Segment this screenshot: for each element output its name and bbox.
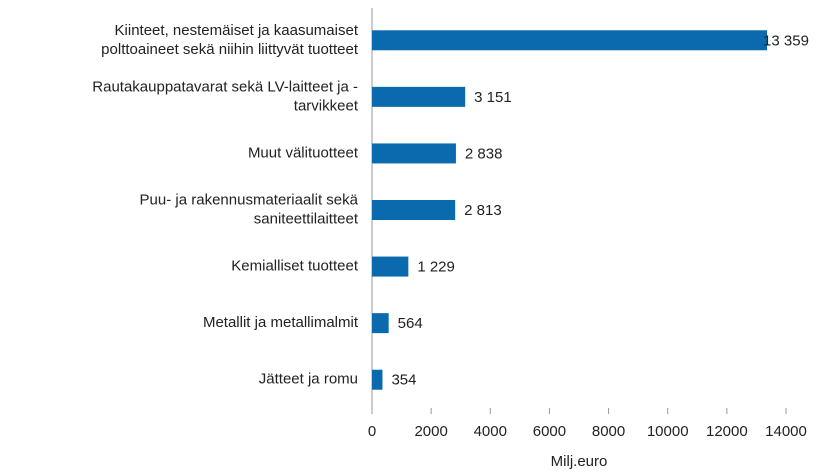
x-tick-label: 0	[368, 423, 376, 440]
y-tick-label: Muut välituotteet	[248, 144, 359, 161]
y-tick-label: Metallit ja metallimalmit	[203, 314, 359, 331]
x-axis-label: Milj.euro	[551, 453, 608, 470]
value-label: 354	[391, 372, 416, 389]
value-label: 564	[398, 315, 423, 332]
bar	[372, 313, 389, 334]
x-tick-label: 4000	[474, 423, 507, 440]
value-label: 2 838	[465, 145, 503, 162]
y-tick-label: Kiinteet, nestemäiset ja kaasumaiset polt…	[101, 22, 359, 58]
bar	[372, 143, 456, 164]
bar	[372, 30, 768, 51]
y-tick-label: Kemialliset tuotteet	[231, 258, 359, 275]
x-tick-label: 6000	[533, 423, 566, 440]
value-label: 2 813	[464, 202, 502, 219]
value-label: 13 359	[763, 32, 809, 49]
x-tick-label: 12000	[706, 423, 748, 440]
x-tick-label: 10000	[647, 423, 689, 440]
bar	[372, 369, 383, 390]
bar	[372, 200, 456, 220]
x-tick-label: 14000	[765, 423, 807, 440]
value-label: 1 229	[417, 259, 455, 276]
y-tick-label: Jätteet ja romu	[259, 371, 358, 388]
y-tick-label: Rautakauppatavarat sekä LV-laitteet ja -…	[92, 78, 359, 114]
x-tick-label: 8000	[592, 423, 625, 440]
y-tick-label: Puu- ja rakennusmateriaalit sekä saniteet…	[140, 191, 359, 227]
value-label: 3 151	[474, 89, 512, 106]
bar	[372, 256, 409, 277]
bar	[372, 86, 466, 107]
x-tick-label: 2000	[414, 423, 447, 440]
